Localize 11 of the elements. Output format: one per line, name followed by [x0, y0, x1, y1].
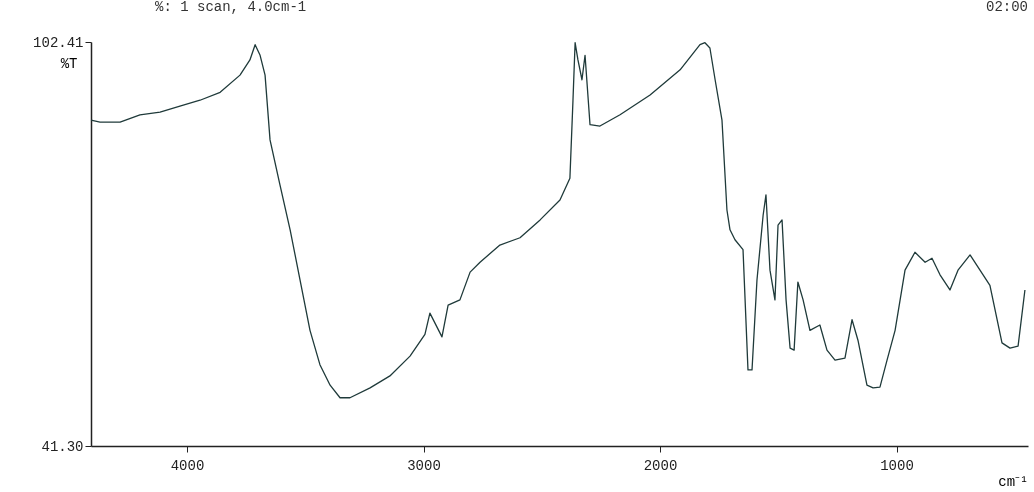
x-tick-label: 1000: [880, 457, 914, 474]
x-tick-label: 3000: [407, 457, 441, 474]
y-tick-label: 41.30: [41, 438, 84, 455]
x-tick-label: 4000: [170, 457, 205, 474]
line-series: [90, 42, 1026, 399]
y-tick-label: 102.41: [33, 34, 84, 51]
x-axis-title: cm⁻¹: [998, 473, 1029, 490]
text: 02:00: [985, 0, 1028, 15]
y-axis-title: %T: [60, 55, 78, 72]
x-tick-label: 2000: [643, 457, 678, 474]
chart-title: %: 1 scan, 4.0cm-1: [155, 0, 307, 15]
